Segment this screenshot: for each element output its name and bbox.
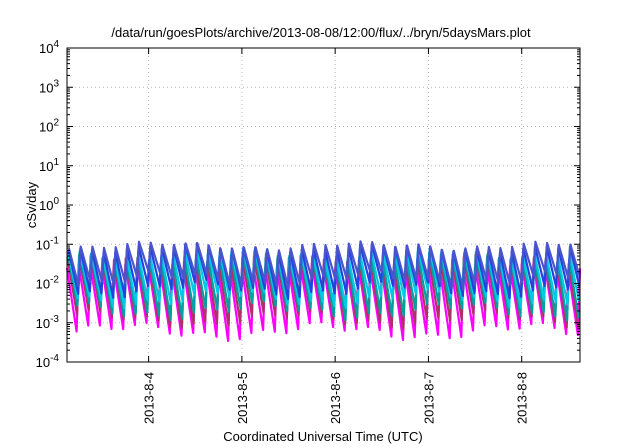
y-tick-exponent: 3	[53, 78, 59, 89]
x-tick-label: 2013-8-8	[515, 372, 530, 424]
y-tick-exponent: 4	[53, 39, 59, 50]
series-group	[65, 240, 582, 343]
y-tick-exponent: -2	[50, 275, 59, 286]
y-tick-exponent: -1	[50, 235, 59, 246]
y-tick-base: 10	[39, 198, 53, 213]
y-tick-base: 10	[36, 277, 50, 292]
y-tick-base: 10	[39, 80, 53, 95]
y-tick-base: 10	[36, 355, 50, 370]
y-tick-label: 10-4	[36, 353, 60, 370]
x-tick-label: 2013-8-4	[142, 372, 157, 424]
x-axis: 2013-8-4 2013-8-5 2013-8-6 2013-8-7 2013-8-8	[142, 48, 530, 424]
x-tick-label: 2013-8-6	[328, 372, 343, 424]
y-tick-label: 10-1	[36, 235, 60, 252]
y-tick-exponent: 0	[53, 196, 59, 207]
y-tick-label: 103	[39, 78, 59, 95]
y-axis-label: cSv/day	[24, 181, 39, 228]
series-line	[67, 240, 581, 291]
y-tick-label: 102	[39, 118, 59, 135]
y-tick-exponent: -4	[50, 353, 59, 364]
y-tick-label: 101	[39, 157, 59, 174]
x-axis-label: Coordinated Universal Time (UTC)	[223, 429, 422, 444]
y-tick-base: 10	[39, 120, 53, 135]
y-tick-base: 10	[36, 237, 50, 252]
y-tick-label: 10-3	[36, 314, 60, 331]
y-tick-label: 100	[39, 196, 59, 213]
y-tick-base: 10	[36, 316, 50, 331]
y-tick-base: 10	[39, 41, 53, 56]
x-tick-label: 2013-8-5	[235, 372, 250, 424]
y-tick-exponent: 2	[53, 118, 59, 129]
y-tick-base: 10	[39, 159, 53, 174]
x-tick-label: 2013-8-7	[421, 372, 436, 424]
chart-title: /data/run/goesPlots/archive/2013-08-08/1…	[111, 25, 531, 40]
grid	[67, 48, 580, 362]
y-tick-exponent: -3	[50, 314, 59, 325]
y-tick-exponent: 1	[53, 157, 59, 168]
y-tick-label: 104	[39, 39, 59, 56]
y-tick-label: 10-2	[36, 275, 60, 292]
